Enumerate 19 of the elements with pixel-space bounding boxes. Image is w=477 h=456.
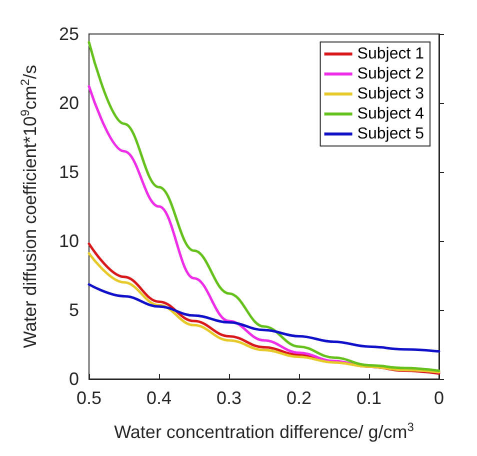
- y-tick-label: 10: [58, 231, 79, 251]
- x-tick-label: 0.1: [356, 388, 382, 408]
- y-tick-label: 0: [68, 369, 79, 389]
- x-tick-label: 0.4: [146, 388, 172, 408]
- legend-label: Subject 5: [357, 126, 424, 142]
- x-tick-label: 0.3: [216, 388, 242, 408]
- y-tick-label: 5: [68, 300, 79, 320]
- y-tick-label: 20: [58, 93, 79, 113]
- legend-label: Subject 2: [357, 66, 424, 82]
- line-series: [88, 283, 440, 353]
- legend-label: Subject 3: [357, 86, 424, 102]
- legend-label: Subject 1: [357, 46, 424, 62]
- y-axis-title: Water diffusion coefficient*109cm2/s: [18, 64, 40, 348]
- legend-label: Subject 4: [357, 106, 424, 122]
- x-tick-label: 0.5: [76, 388, 102, 408]
- x-tick-label: 0: [434, 388, 444, 408]
- y-tick-label: 15: [58, 162, 79, 182]
- x-tick-label: 0.2: [286, 388, 312, 408]
- y-tick-label: 25: [58, 24, 79, 44]
